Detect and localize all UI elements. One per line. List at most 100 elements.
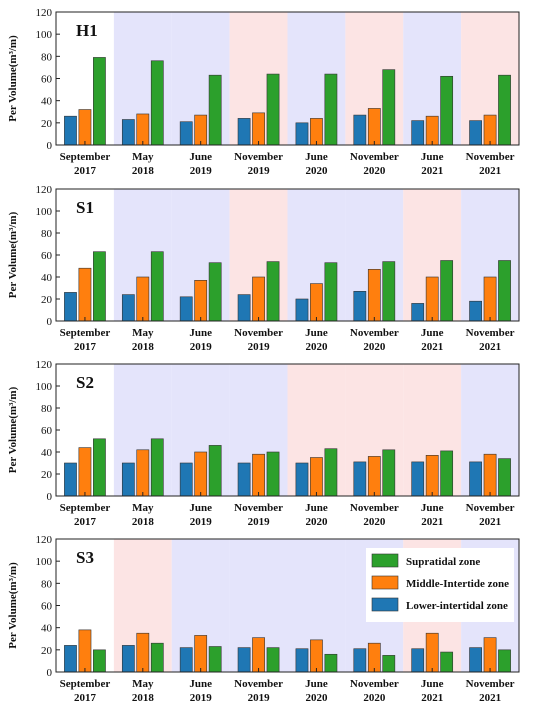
panel-s3: S3 0 20 40 60 80 100 120 September 2017 May 2018 Jun… bbox=[7, 534, 520, 704]
y-tick-label: 0 bbox=[47, 140, 53, 152]
bar-middle bbox=[194, 279, 208, 322]
bar-middle bbox=[194, 114, 208, 146]
x-tick-label-month: November bbox=[234, 502, 283, 514]
bar-supratidal bbox=[382, 261, 396, 322]
y-tick-label: 80 bbox=[41, 578, 53, 590]
x-tick-label-month: September bbox=[60, 151, 111, 163]
bar-middle bbox=[367, 268, 381, 322]
y-tick-label: 20 bbox=[41, 469, 53, 481]
y-tick-label: 120 bbox=[36, 7, 53, 19]
y-tick-label: 20 bbox=[41, 294, 53, 306]
x-tick-label-year: 2020 bbox=[305, 692, 328, 704]
bar-lower bbox=[469, 461, 482, 497]
x-tick-label-year: 2020 bbox=[363, 692, 386, 704]
y-tick-label: 120 bbox=[36, 184, 53, 196]
bar-supratidal bbox=[208, 262, 222, 322]
bar-supratidal bbox=[324, 448, 338, 497]
bar-middle bbox=[425, 276, 439, 322]
bar-supratidal bbox=[208, 646, 222, 673]
bar-middle bbox=[136, 276, 150, 322]
bar-lower bbox=[411, 303, 425, 322]
panel-s2: S2 0 20 40 60 80 100 120 September 2017 May 2018 Jun… bbox=[7, 359, 520, 528]
bar-middle bbox=[367, 108, 381, 146]
bar-middle bbox=[78, 109, 92, 146]
y-tick-label: 0 bbox=[47, 491, 53, 503]
x-tick-label-month: June bbox=[305, 151, 328, 163]
bar-lower bbox=[64, 292, 77, 322]
bar-supratidal bbox=[324, 73, 338, 146]
bar-middle bbox=[425, 632, 439, 673]
x-tick-label-year: 2021 bbox=[421, 516, 443, 528]
x-tick-label-month: June bbox=[305, 678, 328, 690]
bar-supratidal bbox=[498, 74, 511, 146]
panel-title: S1 bbox=[76, 198, 94, 217]
y-tick-label: 80 bbox=[41, 51, 53, 63]
y-tick-label: 0 bbox=[47, 316, 53, 328]
bar-lower bbox=[121, 119, 135, 146]
x-tick-label-year: 2021 bbox=[479, 165, 501, 177]
y-tick-label: 80 bbox=[41, 403, 53, 415]
y-tick-label: 0 bbox=[47, 667, 53, 679]
bar-supratidal bbox=[382, 449, 396, 497]
legend-swatch-supratidal bbox=[371, 553, 399, 568]
bar-middle bbox=[367, 456, 381, 497]
bar-supratidal bbox=[498, 458, 511, 497]
bar-lower bbox=[469, 647, 482, 673]
panel-h1: H1 0 20 40 60 80 100 120 September 2017 May 2018 Jun… bbox=[7, 7, 520, 177]
x-tick-label-month: June bbox=[189, 502, 212, 514]
bar-middle bbox=[78, 447, 92, 497]
y-tick-label: 100 bbox=[36, 29, 53, 41]
y-axis-label: Per Volume(m³/m) bbox=[7, 386, 19, 473]
bar-supratidal bbox=[440, 75, 454, 146]
y-tick-label: 40 bbox=[41, 272, 53, 284]
panel-title: H1 bbox=[76, 21, 98, 40]
x-tick-label-year: 2018 bbox=[132, 516, 155, 528]
x-tick-label-year: 2020 bbox=[363, 165, 386, 177]
bar-lower bbox=[121, 294, 135, 322]
panel-s1: S1 0 20 40 60 80 100 120 September 2017 May 2018 Jun… bbox=[7, 184, 520, 353]
bar-lower bbox=[121, 645, 135, 673]
bar-lower bbox=[179, 647, 193, 673]
x-tick-label-year: 2019 bbox=[248, 165, 271, 177]
bar-supratidal bbox=[440, 450, 454, 497]
x-tick-label-month: June bbox=[305, 502, 328, 514]
legend-swatch-middle bbox=[371, 575, 399, 590]
bar-supratidal bbox=[150, 251, 164, 322]
bar-middle bbox=[425, 454, 439, 497]
bar-middle bbox=[252, 637, 265, 673]
bar-lower bbox=[353, 114, 367, 146]
x-tick-label-year: 2017 bbox=[74, 165, 97, 177]
legend-swatch-lower bbox=[371, 597, 399, 612]
x-tick-label-year: 2018 bbox=[132, 165, 155, 177]
bar-middle bbox=[78, 267, 92, 322]
bar-lower bbox=[237, 647, 251, 673]
x-tick-label-year: 2020 bbox=[363, 341, 386, 353]
x-tick-label-month: November bbox=[350, 502, 399, 514]
bar-middle bbox=[425, 115, 439, 146]
x-tick-label-year: 2020 bbox=[305, 341, 328, 353]
x-tick-label-month: May bbox=[132, 151, 154, 163]
x-tick-label-month: November bbox=[466, 678, 515, 690]
x-tick-label-month: June bbox=[189, 678, 212, 690]
bar-lower bbox=[121, 462, 135, 497]
x-tick-label-year: 2021 bbox=[479, 341, 501, 353]
bar-lower bbox=[411, 461, 425, 497]
x-tick-label-year: 2020 bbox=[363, 516, 386, 528]
panel-title: S3 bbox=[76, 548, 94, 567]
bar-middle bbox=[194, 451, 208, 497]
panel-title: S2 bbox=[76, 373, 94, 392]
x-tick-label-year: 2019 bbox=[190, 165, 213, 177]
bar-middle bbox=[252, 453, 265, 497]
bar-supratidal bbox=[382, 655, 396, 673]
bar-lower bbox=[411, 120, 425, 146]
bar-lower bbox=[295, 462, 309, 497]
x-tick-label-month: November bbox=[350, 678, 399, 690]
bar-supratidal bbox=[150, 60, 164, 146]
x-tick-label-month: November bbox=[466, 327, 515, 339]
x-tick-label-month: June bbox=[189, 327, 212, 339]
bar-middle bbox=[136, 449, 150, 497]
bar-lower bbox=[64, 115, 77, 146]
y-tick-label: 60 bbox=[41, 425, 53, 437]
x-tick-label-month: June bbox=[189, 151, 212, 163]
